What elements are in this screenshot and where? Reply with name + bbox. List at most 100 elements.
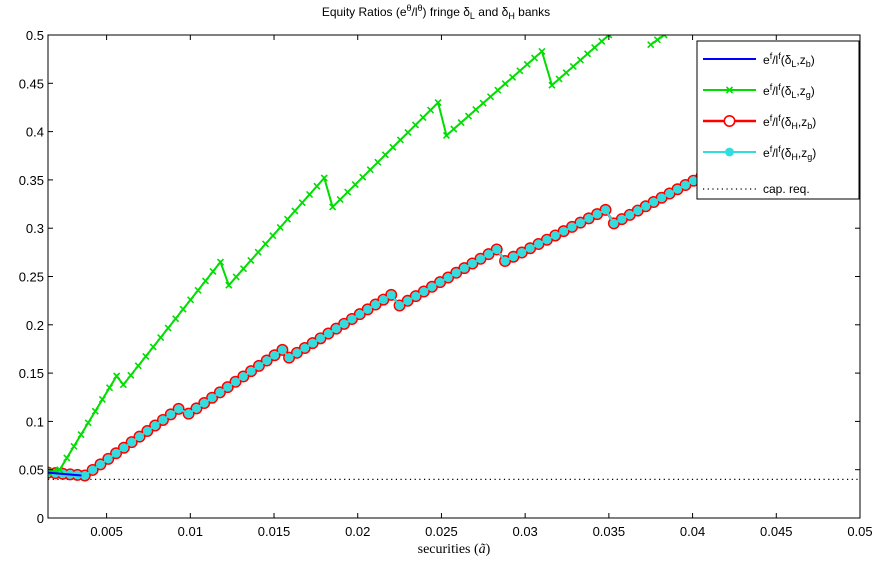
series-delta-l-zg-point xyxy=(313,182,321,190)
series-delta-h-zg-point xyxy=(119,443,129,453)
series-delta-h-zg-point xyxy=(158,415,168,425)
series-delta-h-zg-point xyxy=(625,210,635,220)
series-delta-h-zg-point xyxy=(111,448,121,458)
series-delta-l-zg-point xyxy=(598,37,606,45)
series-delta-l-zg-point xyxy=(457,118,465,127)
series-delta-l-zg-point xyxy=(48,469,52,477)
series-delta-h-zg-point xyxy=(284,353,294,363)
series-delta-h-zg-point xyxy=(371,300,380,309)
series-delta-l-zg-point xyxy=(576,56,584,64)
series-delta-h-zg-point xyxy=(443,273,453,282)
y-tick-label: 0.2 xyxy=(26,318,44,333)
series-delta-l-zg-point xyxy=(98,395,106,403)
series-delta-l-zg-point xyxy=(91,407,99,415)
series-delta-h-zg-point xyxy=(142,426,152,436)
series-delta-h-zg-point xyxy=(567,222,577,232)
series-delta-l-zg-point xyxy=(374,158,382,166)
series-delta-l-zg-point xyxy=(179,305,187,313)
series-delta-l-zg-point xyxy=(404,128,412,136)
series-delta-h-zg-point xyxy=(207,393,217,403)
series-delta-l-zg-point xyxy=(172,315,180,323)
series-delta-h-zb-point xyxy=(490,243,503,256)
series-delta-l-zg-point xyxy=(464,112,473,120)
y-tick-label: 0.5 xyxy=(26,28,44,43)
series-delta-l-zg-point xyxy=(209,267,217,276)
series-delta-h-zg-point xyxy=(323,329,333,338)
series-delta-l-zg-point xyxy=(261,240,270,248)
series-delta-h-zg-point xyxy=(127,437,137,447)
series-delta-h-zg-point xyxy=(103,454,113,464)
series-delta-l-zg-point xyxy=(501,80,509,88)
x-tick-label: 0.05 xyxy=(847,524,872,539)
series-delta-l-zg-point xyxy=(366,166,374,174)
legend-label: ef/lf(δH,zb) xyxy=(763,113,816,131)
legend-entry-delta-l-zb: ef/lf(δL,zb) xyxy=(703,51,815,69)
y-tick-label: 0.3 xyxy=(26,221,44,236)
series-delta-l-zg-point xyxy=(269,232,277,240)
series-delta-h-zg-point xyxy=(559,226,569,236)
series-delta-l-zg-point xyxy=(283,215,292,223)
chart-title: Equity Ratios (eθ/lθ) fringe δL and δH b… xyxy=(322,3,550,21)
series-delta-h-zg-point xyxy=(649,197,659,207)
series-delta-h-zg-point xyxy=(184,409,194,419)
series-delta-l-zb-line xyxy=(48,471,82,477)
legend-swatch-marker xyxy=(725,147,734,157)
series-delta-h-zg-point xyxy=(215,388,225,397)
series-delta-h-zg-point xyxy=(427,282,437,292)
series-delta-h-zg-point xyxy=(542,235,552,245)
series-delta-h-zg-point xyxy=(592,209,602,219)
legend-entry-delta-l-zg: ef/lf(δL,zg) xyxy=(703,82,815,100)
series-delta-l-zg-point xyxy=(653,36,661,44)
y-tick-label: 0.1 xyxy=(26,414,44,429)
series-delta-h-zg-point xyxy=(641,201,651,211)
series-delta-l-zg-point xyxy=(149,343,157,351)
y-tick-label: 0.15 xyxy=(19,366,44,381)
series-delta-h-zb-point xyxy=(133,430,146,443)
series-delta-l-zg-point xyxy=(442,131,451,140)
series-delta-l-zg-point xyxy=(516,67,524,75)
series-delta-h-zg-point xyxy=(601,205,610,215)
series-delta-l-zg-point xyxy=(583,50,592,58)
series-delta-h-zg-point xyxy=(347,314,357,324)
series-delta-h-zg-point xyxy=(517,248,527,257)
series-delta-l-zg-point xyxy=(119,381,127,389)
series-delta-l-zg-point xyxy=(351,181,359,189)
series-delta-l-zg-point xyxy=(605,35,613,39)
series-delta-h-zg-point xyxy=(657,193,667,203)
series-delta-h-zg-point xyxy=(355,309,365,319)
series-delta-h-zg-point xyxy=(633,206,643,215)
series-delta-l-zg-point xyxy=(486,93,495,101)
series-delta-l-zg-point xyxy=(569,62,577,70)
series-delta-h-zg-point xyxy=(308,338,318,348)
series-delta-l-zg-point xyxy=(336,195,344,204)
series-delta-h-zg-point xyxy=(509,252,518,262)
series-delta-h-zg-point xyxy=(363,304,373,314)
series-delta-h-zg-point xyxy=(88,465,98,475)
series-delta-h-zg-point xyxy=(246,366,256,376)
legend-entry-delta-h-zg: ef/lf(δH,zg) xyxy=(703,144,816,162)
y-tick-label: 0 xyxy=(37,511,44,526)
series-delta-h-zg-point xyxy=(166,409,176,419)
y-tick-label: 0.45 xyxy=(19,76,44,91)
series-delta-l-zg-point xyxy=(201,277,210,285)
series-delta-l-zg-point xyxy=(216,258,225,266)
series-delta-l-zg-point xyxy=(239,265,248,273)
series-delta-l-zg-point xyxy=(194,286,202,294)
series-delta-h-zb-point xyxy=(117,441,130,454)
series-delta-l-zg-point xyxy=(134,362,142,370)
x-axis: 0.005 0.01 0.015 0.02 0.025 0.03 0.035 0.04 0.04… xyxy=(90,35,873,539)
x-tick-label: 0.035 xyxy=(593,524,626,539)
series-delta-h-zg-point xyxy=(419,287,429,296)
series-delta-h-zg-point xyxy=(673,184,682,194)
series-delta-l-zg-point xyxy=(530,54,539,62)
series-delta-h-zg-point xyxy=(199,398,209,408)
series-delta-h-zg-point xyxy=(150,421,160,430)
series-delta-h-zg-point xyxy=(534,239,543,249)
series-delta-h-zg-point xyxy=(262,356,272,365)
series-delta-h-zg-point xyxy=(411,291,421,301)
legend-label: ef/lf(δL,zg) xyxy=(763,82,815,100)
legend-label: ef/lf(δH,zg) xyxy=(763,144,816,162)
series-delta-l-zg-point xyxy=(232,273,240,281)
series-delta-l-zg-point xyxy=(306,190,314,199)
